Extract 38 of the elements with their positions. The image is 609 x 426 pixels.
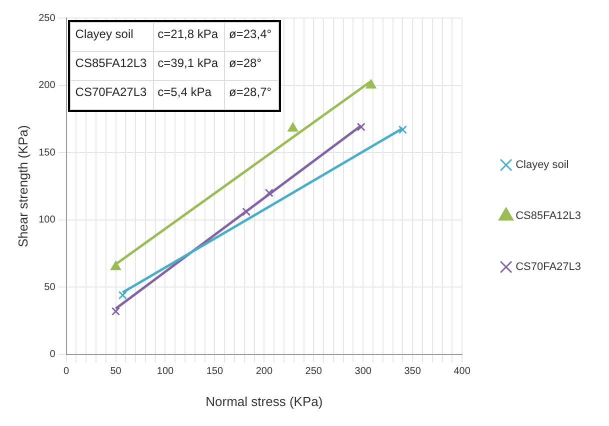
legend-label: CS70FA27L3: [516, 261, 581, 274]
x-tick-label: 350: [404, 366, 422, 378]
x-tick-label: 400: [454, 366, 471, 378]
annotation: ø=28,7°: [224, 80, 278, 110]
point: [356, 122, 366, 132]
x-axis-title: Normal stress (KPa): [206, 394, 323, 409]
y-tick-label: 50: [44, 282, 56, 293]
annotation: CS85FA12L3: [70, 52, 154, 80]
x-tick-label: 150: [206, 366, 224, 378]
x-tick-label: 100: [156, 366, 174, 378]
annotation: c=39,1 kPa: [153, 52, 225, 80]
x-tick-label: 250: [305, 366, 322, 378]
legend-label: Clayey soil: [516, 159, 569, 172]
point: [366, 80, 376, 89]
x-tick-label: 50: [110, 366, 122, 378]
annotation: ø=28°: [224, 52, 278, 80]
y-tick-label: 100: [38, 214, 56, 226]
legend-label: CS85FA12L3: [516, 210, 581, 222]
x-tick-label: 0: [64, 366, 70, 378]
point: [264, 188, 274, 198]
x-tick-label: 200: [256, 366, 273, 378]
y-tick-label: 0: [50, 349, 56, 360]
point: [110, 261, 121, 270]
point: [398, 125, 407, 134]
annotation: Clayey soil: [70, 22, 154, 52]
x-tick-label: 300: [354, 366, 372, 378]
point: [242, 207, 251, 216]
annotation: c=5,4 kPa: [153, 80, 225, 110]
annotation: ø=23,4°: [224, 22, 278, 52]
y-tick-label: 150: [38, 147, 56, 158]
y-tick-label: 200: [38, 80, 56, 92]
y-tick-label: 250: [38, 12, 56, 24]
annotation: CS70FA27L3: [70, 80, 154, 110]
point: [288, 122, 298, 132]
point: [111, 307, 120, 316]
y-axis-title: Shear strength (KPa): [15, 125, 30, 248]
annotation: c=21,8 kPa: [153, 22, 225, 52]
point: [118, 290, 127, 300]
